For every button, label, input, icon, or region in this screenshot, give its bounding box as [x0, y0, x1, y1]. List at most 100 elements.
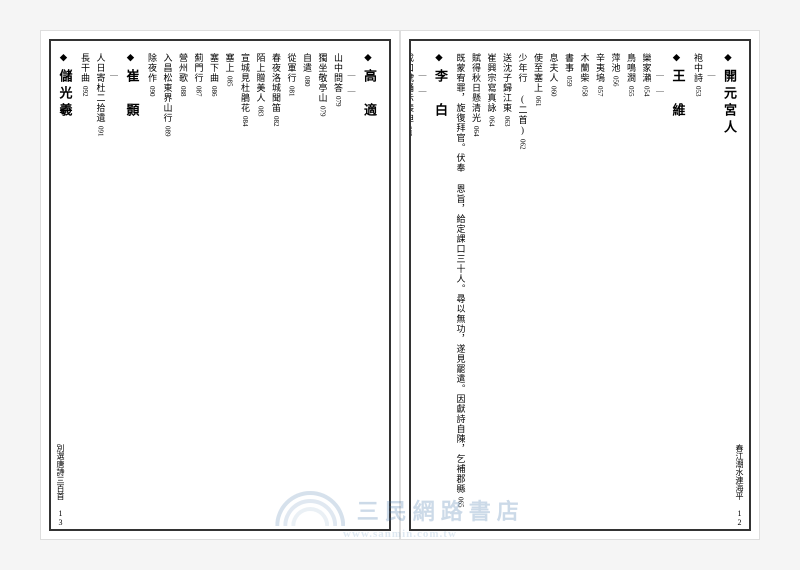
poem-entry: 獨坐敬亭山079	[315, 53, 329, 517]
author-name: 高 適	[360, 53, 379, 517]
poem-column: 辛夷塢057	[593, 53, 607, 517]
left-page-number: 13	[56, 509, 65, 527]
poem-title: 宣城見杜鵑花	[240, 53, 250, 113]
poem-column: 成口號誦示裴迪065	[409, 53, 415, 517]
poem-page-number: 080	[303, 76, 311, 87]
poem-title: 薊門行	[194, 53, 204, 83]
poem-entry: 少年行 (二首) 062	[515, 53, 529, 517]
poem-entry: 長干曲092	[78, 53, 92, 517]
poem-title: 崔興宗寫真詠	[487, 53, 497, 113]
poem-title: 成口號誦示裴迪	[409, 53, 414, 123]
poem-column: 既蒙宥罪，旋復拜官。伏奉 恩旨，給定課口三十人。尋以無功，遂見罷遣。因獻詩自陳，…	[453, 53, 467, 517]
poem-column: 從軍行081	[284, 53, 298, 517]
poem-entry: 春夜洛城聞笛 082	[269, 53, 283, 517]
poem-title: 除夜作	[147, 53, 157, 83]
poem-title: 營州歌	[178, 53, 188, 83]
poem-column: 萍池 056	[608, 53, 622, 517]
poem-page-number: 059	[565, 76, 573, 87]
poem-page-number: 082	[272, 116, 280, 127]
poem-page-number: 064	[472, 126, 480, 137]
poem-page-number: 061	[534, 96, 542, 107]
author-name: 王 維	[669, 53, 688, 517]
poem-column: 營州歌 088	[176, 53, 190, 517]
poem-page-number: 088	[179, 86, 187, 97]
poem-entry: 息夫人060	[546, 53, 560, 517]
poem-title: 送沈子歸江東	[502, 53, 512, 113]
right-page-content: 開元宮人｜袍中詩053王 維｜｜欒家瀨054鳥鳴澗055萍池056辛夷塢057木…	[409, 39, 751, 531]
poem-page-number: 065	[457, 497, 465, 508]
left-page-content: 高 適｜｜山中問答079獨坐敬亭山079自遣080從軍行081春夜洛城聞笛082…	[49, 39, 391, 531]
poem-title: 使至塞上	[533, 53, 543, 93]
poem-page-number: 089	[164, 126, 172, 137]
poem-entry: 使至塞上 061	[531, 53, 545, 517]
poem-column: 鳥鳴澗055	[624, 53, 638, 517]
poem-title: 萍池	[611, 53, 621, 73]
poem-entry: 山中問答 079	[331, 53, 345, 517]
left-footer: 別選唐詩三百首 13	[55, 444, 66, 527]
poem-column: 山中問答 079	[331, 53, 345, 517]
poem-page-number: 079	[334, 96, 342, 107]
poem-page-number: 064	[488, 116, 496, 127]
poem-entry: 袍中詩 053	[691, 53, 705, 517]
poem-column: 賦得秋日懸清光 064	[469, 53, 483, 517]
author-connector: ｜	[49, 53, 53, 517]
poem-page-number: 053	[694, 86, 702, 97]
poem-column: 塞下曲086	[207, 53, 221, 517]
poem-title: 息夫人	[549, 53, 559, 83]
poem-title: 人日寄杜二拾遺	[96, 53, 106, 123]
poem-page-number: 054	[643, 86, 651, 97]
poem-title: 陌上贈美人	[256, 53, 266, 103]
poem-column: 袍中詩 053	[691, 53, 705, 517]
poem-title: 既蒙宥罪，旋復拜官。伏奉 恩旨，給定課口三十人。尋以無功，遂見罷遣。因獻詩自陳，…	[456, 53, 466, 494]
poem-column: 塞上085	[222, 53, 236, 517]
poem-title: 少年行 (二首)	[518, 53, 528, 136]
poem-entry: 崔興宗寫真詠 064	[484, 53, 498, 517]
poem-title: 從軍行	[287, 53, 297, 83]
poem-column: 陌上贈美人 083	[253, 53, 267, 517]
right-page: 開元宮人｜袍中詩053王 維｜｜欒家瀨054鳥鳴澗055萍池056辛夷塢057木…	[400, 30, 760, 540]
author-name: 李 白	[431, 53, 450, 517]
poem-entry: 薊門行 087	[191, 53, 205, 517]
poem-title: 賦得秋日懸清光	[471, 53, 481, 123]
poem-entry: 送沈子歸江東 063	[500, 53, 514, 517]
poem-entry: 陌上贈美人 083	[253, 53, 267, 517]
poem-title: 入昌松東界山行	[163, 53, 173, 123]
poem-column: 息夫人060	[546, 53, 560, 517]
poem-entry: 除夜作 090	[145, 53, 159, 517]
poem-column: 書事059	[562, 53, 576, 517]
poem-title: 塞上	[225, 53, 235, 73]
poem-entry: 營州歌 088	[176, 53, 190, 517]
poem-column: 入昌松東界山行 089	[160, 53, 174, 517]
poem-column: 薊門行 087	[191, 53, 205, 517]
poem-page-number: 090	[148, 86, 156, 97]
author-connector: ｜	[109, 53, 120, 517]
poem-title: 辛夷塢	[595, 53, 605, 83]
poem-title: 春夜洛城聞笛	[271, 53, 281, 113]
poem-column: 除夜作 090	[145, 53, 159, 517]
left-page: 高 適｜｜山中問答079獨坐敬亭山079自遣080從軍行081春夜洛城聞笛082…	[40, 30, 400, 540]
right-footer: 春江潮水連海平 12	[734, 444, 745, 527]
poem-page-number: 092	[81, 86, 89, 97]
poem-page-number: 056	[612, 76, 620, 87]
poem-title: 山中問答	[333, 53, 343, 93]
poem-title: 袍中詩	[693, 53, 703, 83]
poem-column: 人日寄杜二拾遺091	[93, 53, 107, 517]
poem-entry: 塞上085	[222, 53, 236, 517]
author-name: 崔 顥	[123, 53, 142, 517]
poem-column: 宣城見杜鵑花 084	[238, 53, 252, 517]
poem-page-number: 087	[195, 86, 203, 97]
poem-entry: 萍池 056	[608, 53, 622, 517]
poem-entry: 賦得秋日懸清光 064	[469, 53, 483, 517]
poem-column: 使至塞上 061	[531, 53, 545, 517]
poem-entry: 自遣080	[300, 53, 314, 517]
poem-page-number: 055	[627, 86, 635, 97]
poem-page-number: 062	[519, 139, 527, 150]
poem-page-number: 063	[503, 116, 511, 127]
poem-entry: 書事059	[562, 53, 576, 517]
poem-column: 木蘭柴058	[577, 53, 591, 517]
poem-page-number: 084	[241, 116, 249, 127]
poem-column: 少年行 (二首) 062	[515, 53, 529, 517]
poem-page-number: 083	[257, 106, 265, 117]
author-connector: ｜｜	[346, 53, 357, 517]
poem-entry: 入昌松東界山行 089	[160, 53, 174, 517]
